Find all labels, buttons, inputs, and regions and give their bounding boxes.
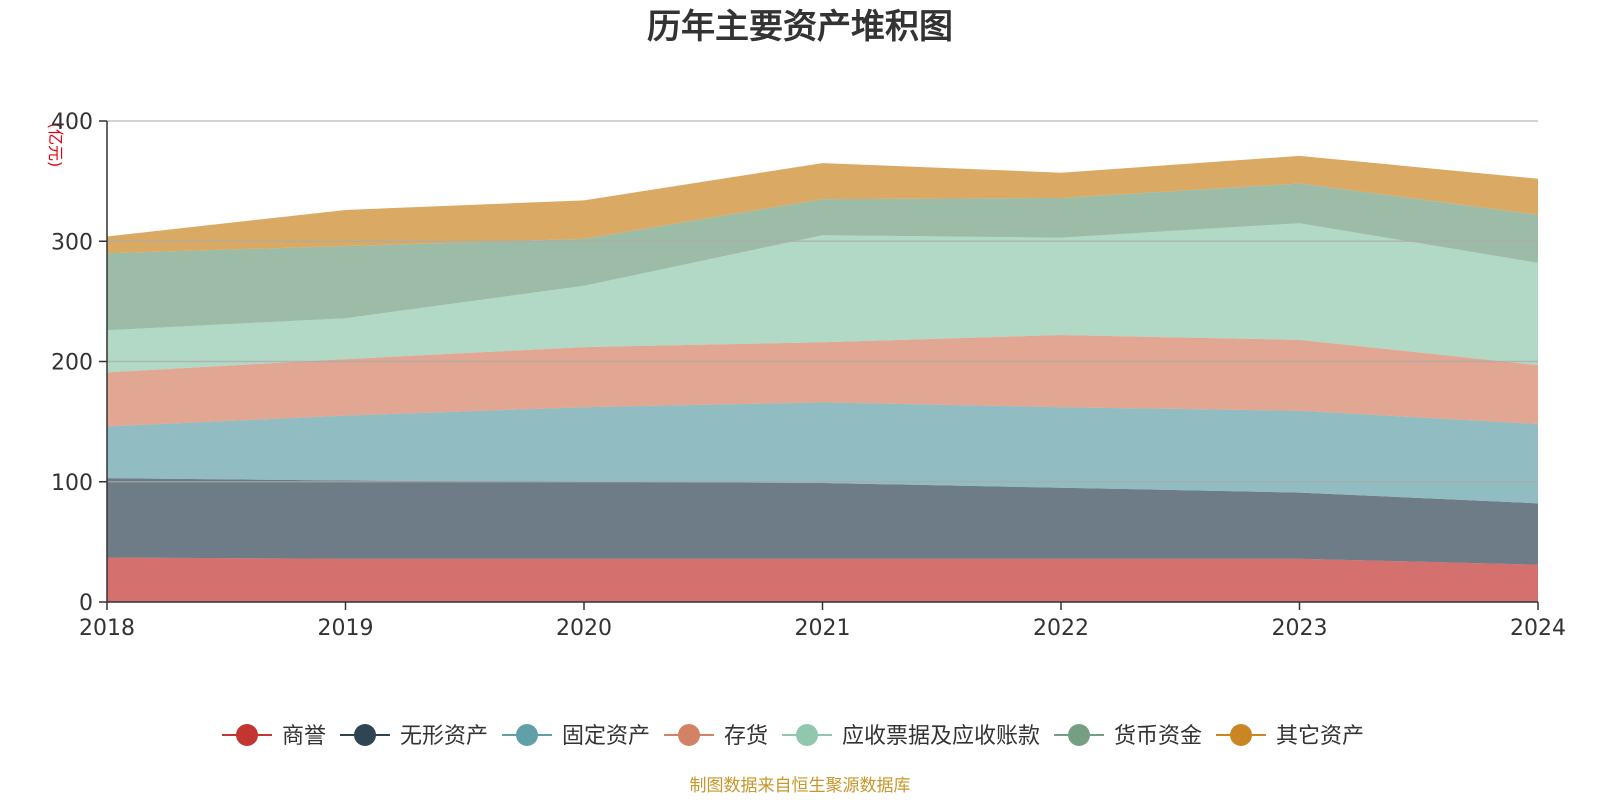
legend-item-5[interactable]: 货币资金 (1054, 724, 1202, 749)
area-series-2 (107, 402, 1538, 504)
area-series-4 (107, 223, 1538, 373)
area-series (107, 155, 1538, 602)
axes: 0 100 200 300 400 2018 2019 2020 2021 2022 2023 202… (51, 110, 1566, 641)
x-tick-label: 2021 (795, 616, 851, 641)
legend-label: 应收票据及应收账款 (842, 724, 1040, 749)
x-tick-label: 2023 (1272, 616, 1328, 641)
chart-title: 历年主要资产堆积图 (647, 7, 953, 47)
area-series-3 (107, 335, 1538, 427)
legend-item-2[interactable]: 固定资产 (502, 724, 650, 749)
area-series-5 (107, 183, 1538, 331)
x-tick-label: 2020 (556, 616, 612, 641)
legend-marker (1068, 724, 1090, 746)
legend: 商誉 无形资产 固定资产 存货 应收票据及应收账款 货币资金 其它资产 (222, 724, 1364, 749)
legend-marker (1230, 724, 1252, 746)
legend-label: 其它资产 (1276, 724, 1364, 749)
legend-marker (796, 724, 818, 746)
area-series-0 (107, 557, 1538, 602)
y-tick-label: 400 (51, 110, 93, 135)
area-series-6 (107, 155, 1538, 254)
x-tick-label: 2019 (318, 616, 374, 641)
legend-label: 存货 (724, 724, 768, 749)
x-tick-label: 2024 (1510, 616, 1566, 641)
legend-label: 无形资产 (400, 724, 488, 749)
legend-label: 货币资金 (1114, 724, 1202, 749)
grid-lines (107, 120, 1538, 483)
y-tick-label: 300 (51, 230, 93, 255)
x-tick-label: 2022 (1033, 616, 1089, 641)
area-series-1 (107, 478, 1538, 565)
y-axis-unit: (亿元) (46, 123, 65, 168)
y-tick-label: 200 (51, 351, 93, 376)
y-tick-label: 100 (51, 471, 93, 496)
legend-marker (678, 724, 700, 746)
legend-marker (516, 724, 538, 746)
legend-label: 固定资产 (562, 724, 650, 749)
legend-item-0[interactable]: 商誉 (222, 724, 326, 749)
data-source-note: 制图数据来自恒生聚源数据库 (690, 776, 911, 796)
legend-marker (236, 724, 258, 746)
legend-item-4[interactable]: 应收票据及应收账款 (782, 724, 1040, 749)
legend-item-1[interactable]: 无形资产 (340, 724, 488, 749)
y-tick-label: 0 (79, 591, 93, 616)
legend-label: 商誉 (282, 724, 326, 749)
x-tick-label: 2018 (79, 616, 135, 641)
legend-item-6[interactable]: 其它资产 (1216, 724, 1364, 749)
legend-marker (354, 724, 376, 746)
legend-item-3[interactable]: 存货 (664, 724, 768, 749)
